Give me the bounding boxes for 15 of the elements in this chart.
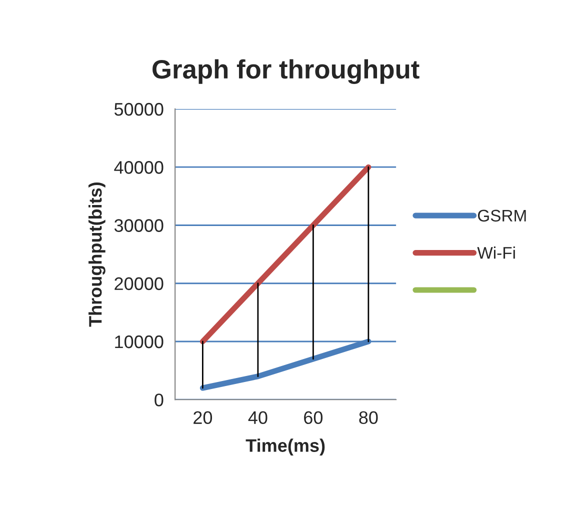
- x-axis-title: Time(ms): [246, 438, 325, 456]
- y-tick-label: 10000: [115, 335, 164, 348]
- chart-title: Graph for throughput: [152, 59, 420, 84]
- x-tick-label: 60: [304, 411, 323, 424]
- y-tick-label: 30000: [114, 219, 164, 232]
- y-tick-label: 0: [154, 394, 164, 406]
- legend-label: GSRM: [478, 210, 526, 222]
- legend-label: Wi-Fi: [477, 246, 515, 259]
- x-tick-label: 40: [248, 411, 268, 424]
- y-tick-label: 40000: [114, 161, 164, 174]
- x-tick-label: 20: [194, 411, 212, 424]
- y-tick-label: 50000: [114, 102, 164, 116]
- y-tick-label: 20000: [114, 277, 164, 290]
- y-axis-title: Throughput(bits): [88, 182, 106, 327]
- x-tick-label: 80: [359, 411, 378, 424]
